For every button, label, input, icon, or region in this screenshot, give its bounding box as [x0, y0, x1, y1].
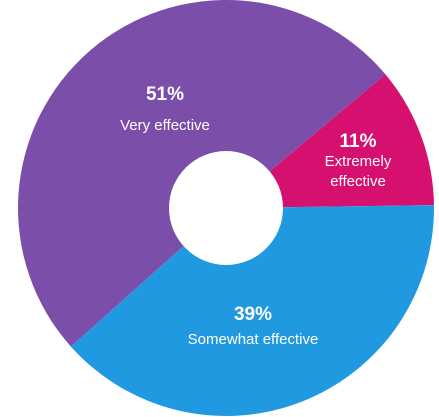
slice-category-label: Extremely [325, 153, 392, 170]
slice-percent: 39% [234, 304, 272, 325]
label-somewhat-effective: 39% Somewhat effective [188, 304, 319, 348]
label-very-effective: 51% Very effective [120, 84, 210, 134]
slice-somewhat-effective [70, 205, 435, 417]
label-extremely-effective: 11% Extremely effective [325, 131, 392, 190]
slice-extremely-effective [226, 74, 434, 209]
slice-category-label: effective [330, 173, 386, 190]
slice-percent: 11% [340, 131, 377, 152]
donut-hole [169, 151, 283, 265]
slice-labels: 11% Extremely effective 39% Somewhat effecti… [120, 84, 392, 348]
slice-category-label: Very effective [120, 117, 210, 134]
slice-category-label: Somewhat effective [188, 331, 319, 348]
slice-percent: 51% [146, 84, 184, 105]
